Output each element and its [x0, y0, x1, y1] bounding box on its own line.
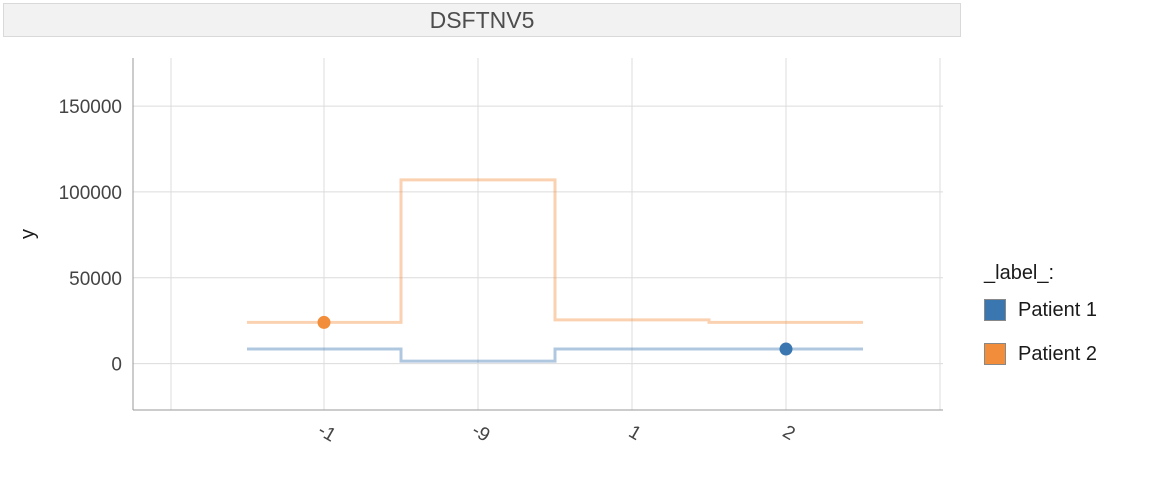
series-line-patient-2	[247, 178, 863, 324]
x-tick-label: -9	[468, 420, 493, 447]
x-tick-label: 2	[779, 421, 799, 444]
legend-swatch-patient-1	[984, 299, 1006, 321]
legend-item-patient-1[interactable]: Patient 1	[984, 299, 1097, 321]
legend: _label_: Patient 1 Patient 2	[984, 262, 1097, 387]
legend-title: _label_:	[984, 262, 1055, 284]
legend-item-patient-2[interactable]: Patient 2	[984, 343, 1097, 365]
facet-title: DSFTNV5	[429, 6, 535, 33]
legend-label-patient-1: Patient 1	[1018, 298, 1097, 321]
y-tick-label: 0	[111, 355, 122, 376]
y-axis-label: y	[17, 229, 39, 239]
x-tick-label: 1	[625, 421, 645, 444]
y-tick-label: 150000	[59, 97, 122, 118]
legend-label-patient-2: Patient 2	[1018, 342, 1097, 365]
facet-title-strip: DSFTNV5	[3, 3, 961, 37]
legend-swatch-patient-2	[984, 343, 1006, 365]
x-tick-label: -1	[314, 420, 339, 447]
series-point-patient-1	[779, 342, 793, 356]
series-line-patient-1	[247, 347, 863, 363]
y-tick-label: 50000	[69, 269, 122, 290]
series-point-patient-2	[317, 315, 331, 329]
y-tick-label: 100000	[59, 183, 122, 204]
